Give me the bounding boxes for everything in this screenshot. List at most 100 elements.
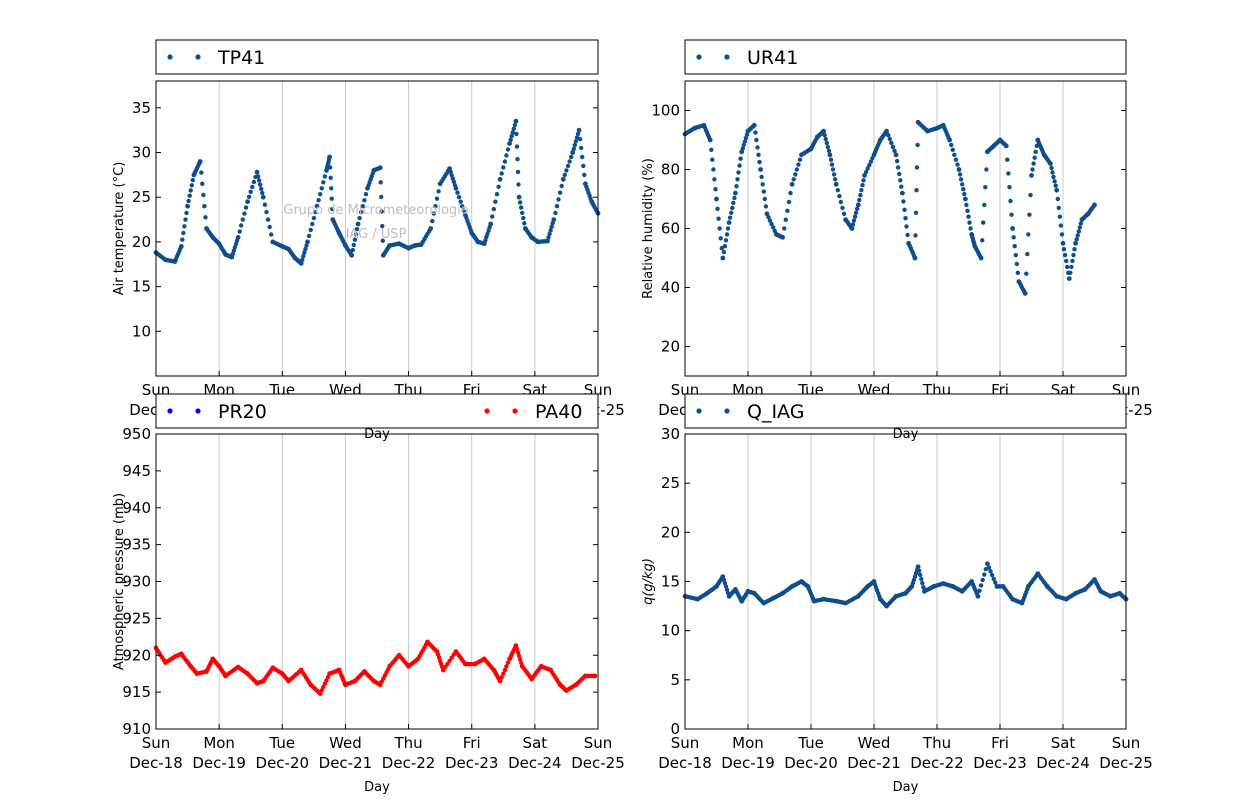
data-point <box>573 139 579 144</box>
data-point <box>767 218 773 223</box>
data-point <box>514 131 519 137</box>
data-point <box>564 168 569 173</box>
x-tick-label-day: Fri <box>463 734 481 752</box>
data-point <box>1030 167 1035 172</box>
data-point <box>240 217 245 222</box>
x-tick-label-day: Sun <box>584 734 613 752</box>
data-point <box>761 189 766 194</box>
data-point <box>260 194 266 200</box>
data-point <box>1072 247 1077 252</box>
data-point <box>837 193 842 199</box>
y-tick-label: 25 <box>132 188 151 206</box>
data-point <box>300 257 305 262</box>
data-point <box>520 210 525 216</box>
data-point <box>819 597 825 602</box>
data-point <box>779 234 784 240</box>
data-point <box>824 140 829 146</box>
data-point <box>827 152 833 158</box>
legend-box <box>684 39 1127 75</box>
data-point <box>378 180 383 185</box>
data-point <box>985 561 990 567</box>
data-point <box>1027 212 1032 217</box>
data-point <box>715 206 720 211</box>
data-point <box>196 161 202 166</box>
data-point <box>178 246 183 252</box>
data-point <box>721 249 727 255</box>
data-point <box>960 182 965 187</box>
data-point <box>567 159 572 164</box>
data-point <box>840 205 845 211</box>
data-point <box>859 188 864 193</box>
data-point <box>460 204 465 209</box>
data-point <box>983 185 988 190</box>
y-tick-label: 915 <box>122 683 151 701</box>
data-point <box>522 221 527 226</box>
data-point <box>1050 170 1055 175</box>
data-point <box>1026 232 1031 237</box>
data-point <box>517 200 523 205</box>
data-point <box>703 592 708 597</box>
x-tick-label-date: Dec-23 <box>973 754 1027 772</box>
data-point <box>953 157 959 162</box>
data-point <box>890 144 896 150</box>
data-point <box>1065 264 1070 270</box>
data-point <box>1075 233 1080 238</box>
legend-marker <box>195 408 201 414</box>
x-tick-label-date: Dec-18 <box>658 754 712 772</box>
data-point <box>436 189 441 194</box>
data-point <box>1070 258 1075 264</box>
data-point <box>304 243 309 248</box>
data-point <box>966 214 971 219</box>
data-point <box>328 165 333 170</box>
data-point <box>1014 261 1019 267</box>
x-tick-label-day: Sat <box>1051 734 1076 752</box>
data-point <box>352 237 358 242</box>
plot-frame <box>155 80 599 377</box>
y-tick-label: 20 <box>132 233 151 251</box>
data-point <box>1053 183 1058 188</box>
data-point <box>908 585 913 590</box>
data-point <box>706 135 712 140</box>
data-point <box>1025 251 1030 257</box>
data-point <box>379 209 384 214</box>
data-point <box>1077 225 1083 230</box>
x-tick-label-date: Dec-19 <box>192 754 246 772</box>
data-point <box>793 172 798 177</box>
data-point <box>724 232 730 237</box>
data-point <box>1008 198 1013 204</box>
data-point <box>321 180 326 185</box>
data-point <box>841 211 847 216</box>
data-point <box>825 144 830 150</box>
data-point <box>919 576 924 582</box>
data-point <box>857 197 862 203</box>
x-tick-label-date: Dec-25 <box>571 754 625 772</box>
data-point <box>1003 142 1008 148</box>
data-point <box>851 218 857 223</box>
data-point <box>511 126 516 131</box>
data-point <box>1052 592 1058 597</box>
data-point <box>581 163 586 169</box>
data-point <box>961 187 966 192</box>
data-point <box>342 241 347 246</box>
legend-marker <box>724 54 730 60</box>
data-point <box>977 588 982 593</box>
data-point <box>738 156 743 161</box>
data-point <box>754 137 759 143</box>
data-point <box>914 165 920 170</box>
x-axis-label: Day <box>893 780 919 795</box>
data-point <box>379 194 384 200</box>
data-point <box>182 224 187 229</box>
x-tick-label-day: Mon <box>732 734 764 752</box>
legend-label: UR41 <box>747 47 798 69</box>
legend-label: PA40 <box>535 401 582 423</box>
data-point <box>852 214 858 219</box>
data-point <box>572 142 577 148</box>
data-point <box>988 569 993 574</box>
data-point <box>1069 264 1074 270</box>
data-point <box>731 200 736 206</box>
data-point <box>376 166 382 171</box>
y-tick-label: 30 <box>661 425 680 443</box>
data-point <box>760 182 765 187</box>
data-point <box>313 209 318 215</box>
y-tick-label: 10 <box>132 322 151 340</box>
